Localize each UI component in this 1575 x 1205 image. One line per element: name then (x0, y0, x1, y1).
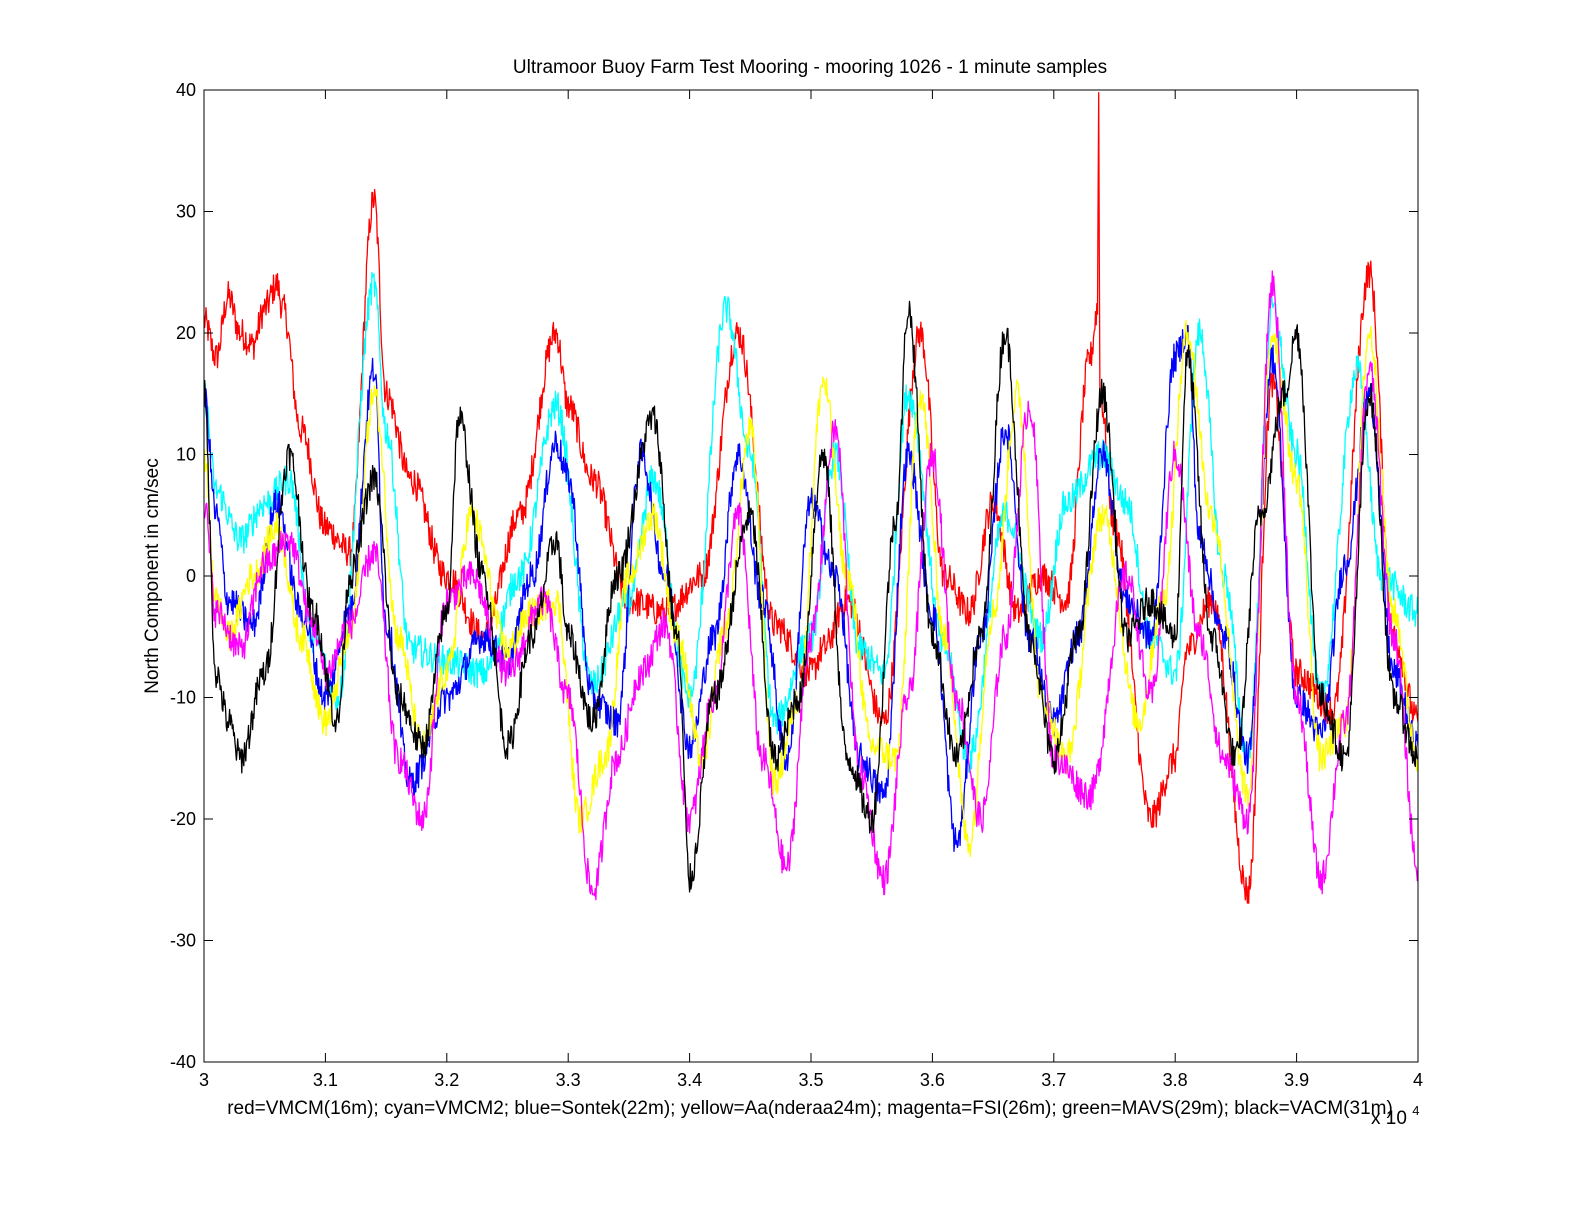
x-axis-multiplier-exponent: 4 (1412, 1103, 1419, 1118)
x-axis-multiplier-base: x 10 (1371, 1108, 1407, 1129)
series-line-2 (204, 324, 1418, 852)
y-axis-label: North Component in cm/sec (142, 458, 163, 694)
x-tick-label: 3.7 (1041, 1070, 1066, 1090)
y-tick-label: 0 (186, 566, 196, 586)
plot-area: 3 3.1 3.2 3.3 3.4 3.5 3.6 3.7 3.8 3.9 4 40 30 20 10 0 -1… (170, 80, 1423, 1090)
x-tick-label: 3 (199, 1070, 209, 1090)
y-tick-label: -20 (170, 809, 196, 829)
y-tick-label: -40 (170, 1052, 196, 1072)
chart-title: Ultramoor Buoy Farm Test Mooring - moori… (513, 57, 1107, 78)
series-group (204, 92, 1418, 904)
x-axis-multiplier: x 10 4 (1371, 1103, 1419, 1129)
y-tick-label: 10 (176, 445, 196, 465)
x-tick-label: 3.6 (920, 1070, 945, 1090)
y-tick-label: 20 (176, 323, 196, 343)
x-tick-label: 3.2 (434, 1070, 459, 1090)
y-tick-label: -10 (170, 688, 196, 708)
series-line-3 (204, 319, 1418, 858)
y-tick-label: -30 (170, 931, 196, 951)
x-axis-label: red=VMCM(16m); cyan=VMCM2; blue=Sontek(2… (227, 1098, 1393, 1119)
x-tick-label: 3.4 (677, 1070, 702, 1090)
x-tick-label: 3.1 (313, 1070, 338, 1090)
series-line-0 (204, 92, 1418, 904)
x-tick-label: 3.8 (1163, 1070, 1188, 1090)
ticks-group: 3 3.1 3.2 3.3 3.4 3.5 3.6 3.7 3.8 3.9 4 40 30 20 10 0 -1… (170, 80, 1423, 1090)
x-tick-label: 3.9 (1284, 1070, 1309, 1090)
x-tick-label: 4 (1413, 1070, 1423, 1090)
x-tick-label: 3.5 (798, 1070, 823, 1090)
x-tick-label: 3.3 (556, 1070, 581, 1090)
y-tick-label: 40 (176, 80, 196, 100)
series-line-5 (204, 300, 1418, 893)
y-tick-label: 30 (176, 202, 196, 222)
series-line-4 (204, 270, 1418, 901)
series-line-1 (204, 271, 1418, 774)
